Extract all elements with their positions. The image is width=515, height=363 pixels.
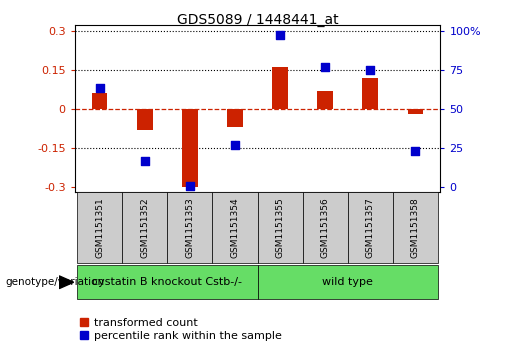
Bar (407, 109, 423, 114)
Bar (77, 265, 258, 299)
Text: GSM1151353: GSM1151353 (185, 197, 194, 258)
Text: GDS5089 / 1448441_at: GDS5089 / 1448441_at (177, 13, 338, 27)
Point (366, 67, 374, 73)
Point (231, 143, 239, 148)
Legend: transformed count, percentile rank within the sample: transformed count, percentile rank withi… (80, 318, 281, 341)
Text: GSM1151354: GSM1151354 (230, 197, 239, 258)
Bar (393, 192, 438, 263)
Bar (137, 109, 152, 130)
Point (186, 183, 194, 189)
Bar (182, 109, 198, 187)
Point (141, 158, 149, 164)
Text: GSM1151357: GSM1151357 (366, 197, 375, 258)
Polygon shape (59, 276, 74, 289)
Text: GSM1151355: GSM1151355 (276, 197, 285, 258)
Point (95, 85, 104, 91)
Point (276, 32, 284, 37)
Bar (348, 192, 393, 263)
Bar (317, 91, 333, 109)
Text: GSM1151358: GSM1151358 (411, 197, 420, 258)
Bar (92, 93, 108, 109)
Bar (212, 192, 258, 263)
Bar (258, 265, 438, 299)
Point (411, 148, 420, 154)
Bar (227, 109, 243, 127)
Bar (272, 67, 288, 109)
Text: cystatin B knockout Cstb-/-: cystatin B knockout Cstb-/- (92, 277, 242, 287)
Bar (122, 192, 167, 263)
Point (321, 64, 329, 70)
Text: GSM1151352: GSM1151352 (140, 197, 149, 258)
Bar (77, 192, 122, 263)
Text: GSM1151356: GSM1151356 (321, 197, 330, 258)
Text: genotype/variation: genotype/variation (5, 277, 104, 287)
Bar (167, 192, 212, 263)
Bar (258, 192, 303, 263)
Text: wild type: wild type (322, 277, 373, 287)
Bar (363, 78, 378, 109)
Bar (303, 192, 348, 263)
Text: GSM1151351: GSM1151351 (95, 197, 104, 258)
